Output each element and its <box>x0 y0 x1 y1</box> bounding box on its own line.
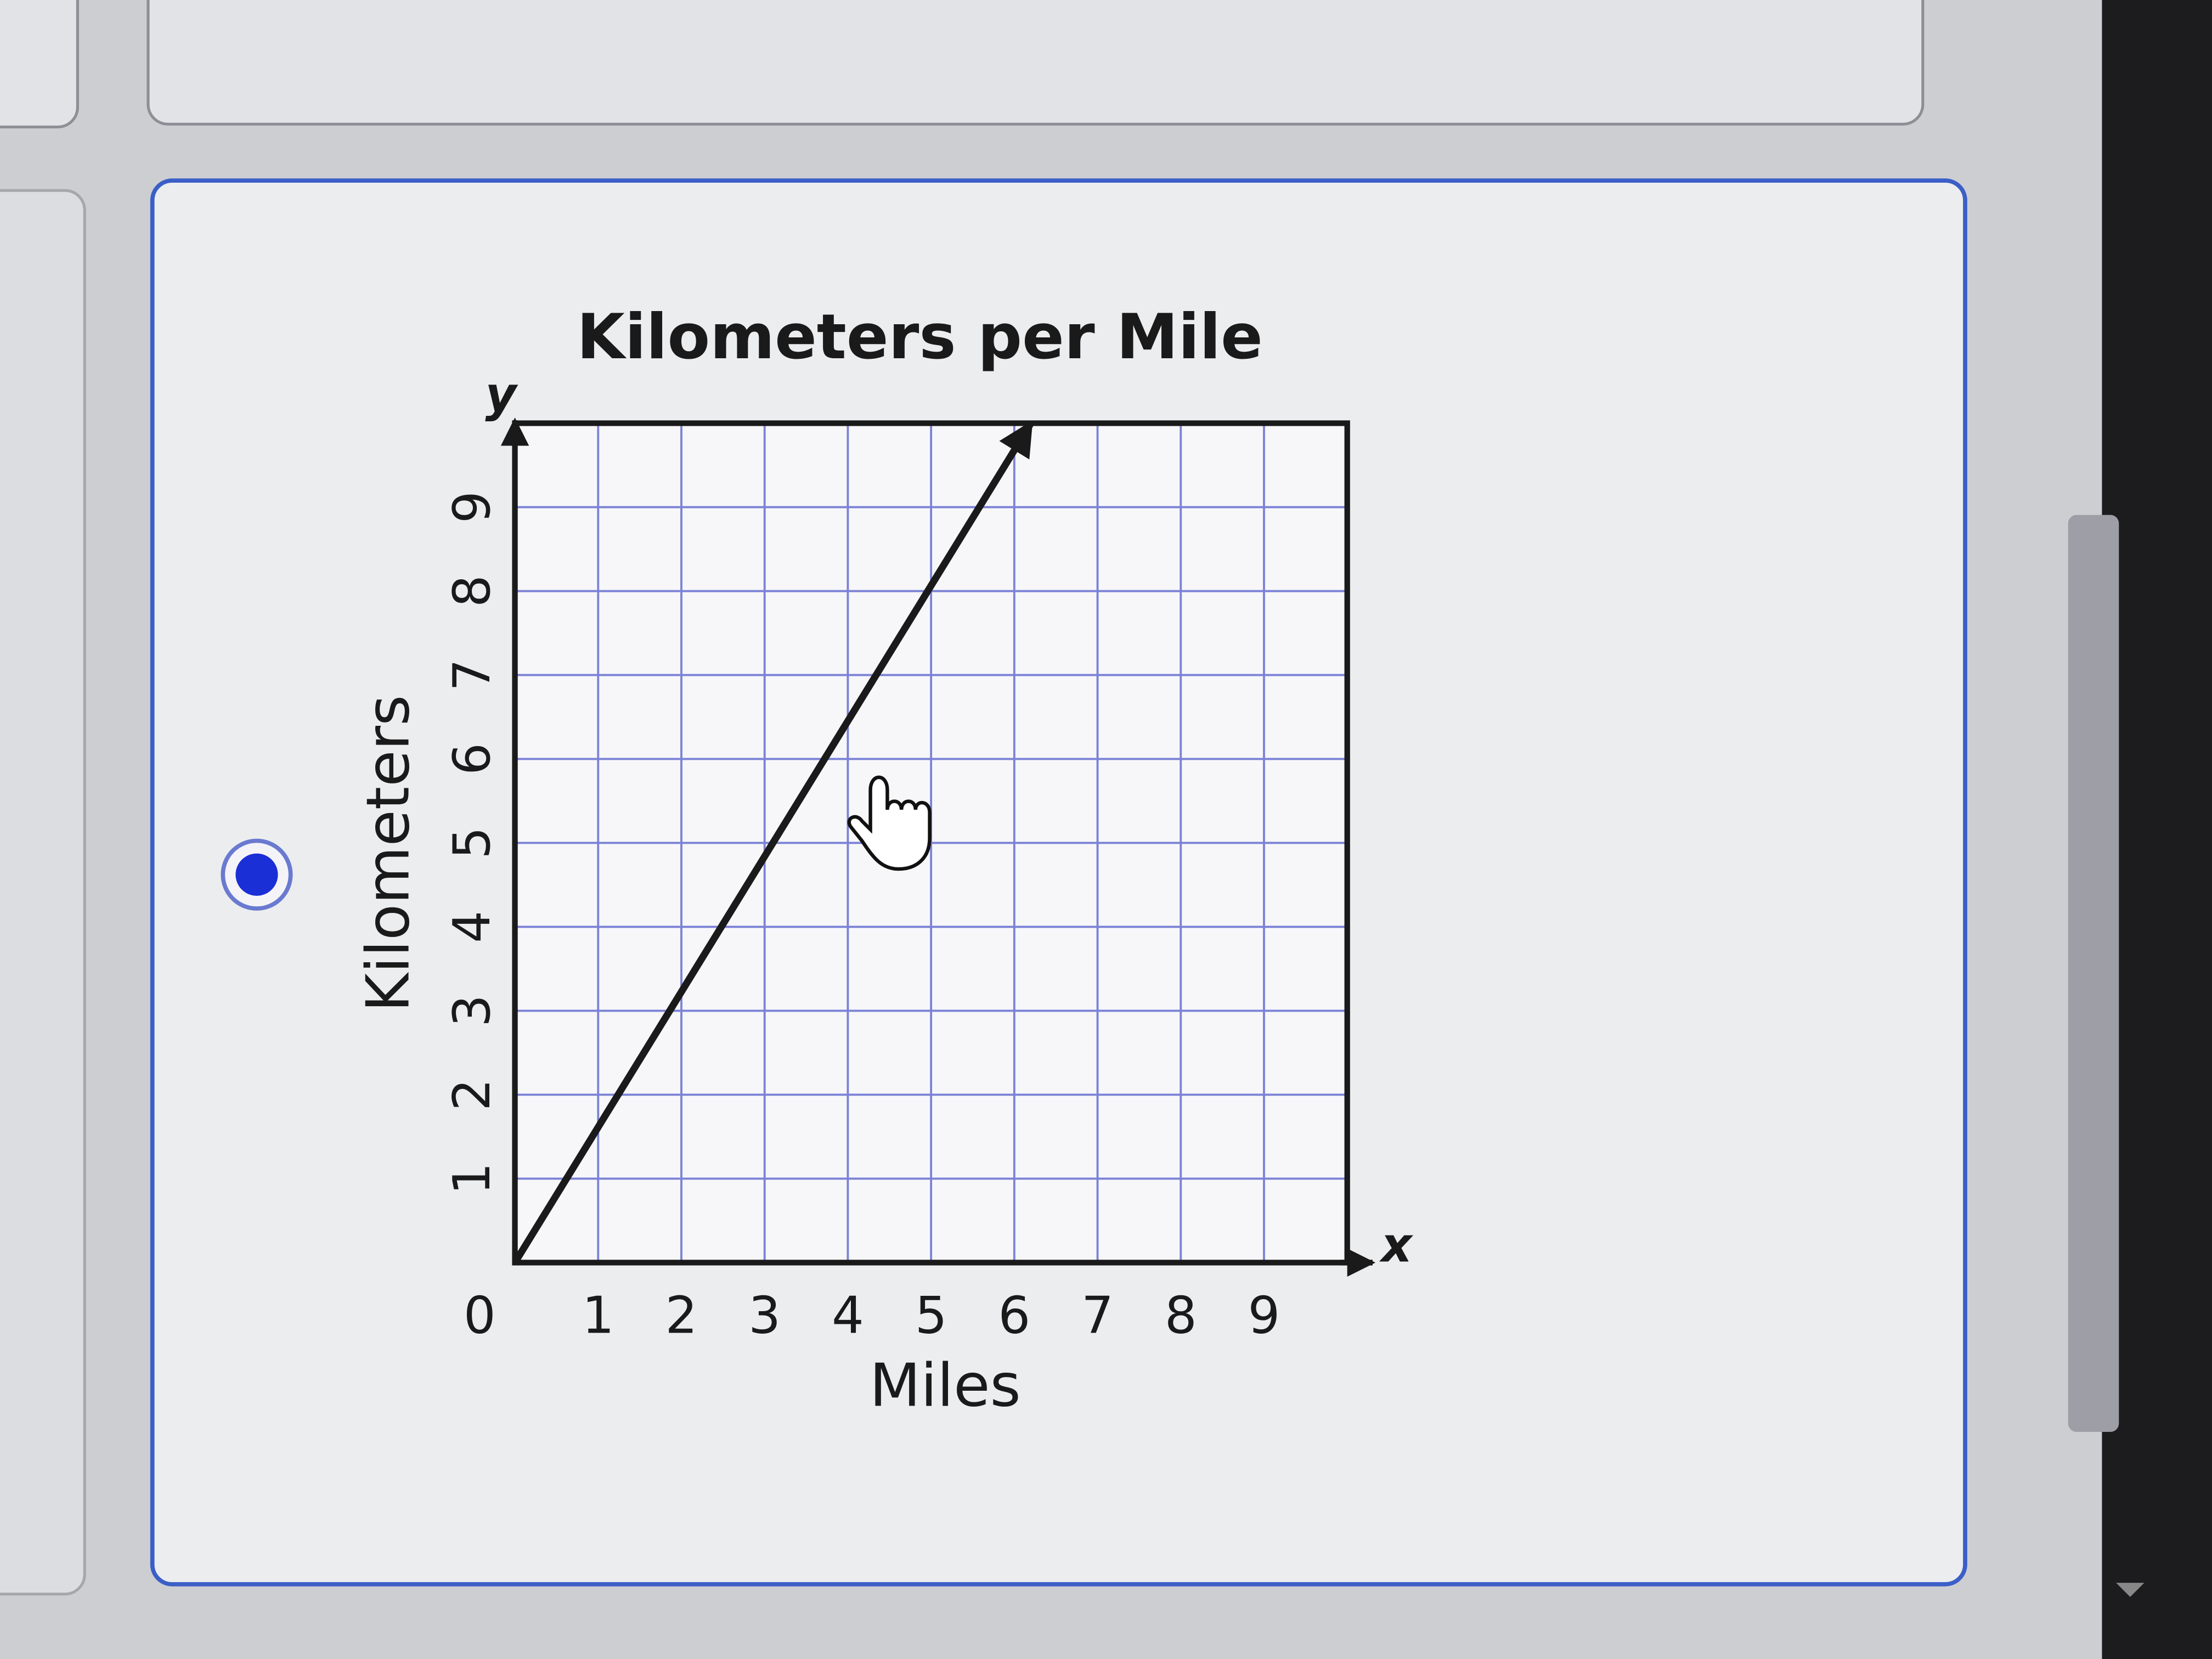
previous-option-card[interactable] <box>146 0 1925 126</box>
x-tick-label: 5 <box>915 1286 947 1345</box>
y-axis-title: Kilometers <box>354 695 423 1012</box>
x-tick-label: 4 <box>832 1286 864 1345</box>
side-panel <box>0 189 86 1596</box>
x-tick-label: 6 <box>998 1286 1030 1345</box>
y-tick-label: 3 <box>442 995 501 1027</box>
y-tick-label: 2 <box>442 1079 501 1111</box>
x-axis-title: Miles <box>870 1352 1021 1420</box>
y-tick-label: 9 <box>442 491 501 523</box>
y-tick-label: 5 <box>442 827 501 859</box>
y-tick-label: 7 <box>442 659 501 691</box>
y-tick-label: 4 <box>442 911 501 943</box>
x-tick-label: 1 <box>582 1286 614 1345</box>
x-axis-name: x <box>1379 1217 1414 1273</box>
x-tick-label: 8 <box>1165 1286 1197 1345</box>
chart-title: Kilometers per Mile <box>577 301 1263 373</box>
x-tick-label: 2 <box>665 1286 698 1345</box>
x-tick-label: 3 <box>748 1286 781 1345</box>
x-tick-label: 0 <box>464 1286 496 1345</box>
hand-cursor <box>847 775 932 871</box>
radio-selected-dot <box>235 853 278 896</box>
y-axis-name: y <box>485 366 518 422</box>
scrollbar-thumb[interactable] <box>2068 515 2119 1432</box>
plot-frame <box>512 420 1350 1266</box>
x-tick-label: 7 <box>1081 1286 1114 1345</box>
y-tick-label: 6 <box>442 743 501 775</box>
screen-edge <box>2102 0 2212 1659</box>
y-tick-label: 8 <box>442 575 501 607</box>
scroll-down-arrow[interactable] <box>2116 1583 2145 1597</box>
x-tick-label: 9 <box>1248 1286 1280 1345</box>
data-line <box>512 420 1034 1265</box>
previous-card-side <box>0 0 79 128</box>
y-tick-label: 1 <box>442 1163 501 1195</box>
